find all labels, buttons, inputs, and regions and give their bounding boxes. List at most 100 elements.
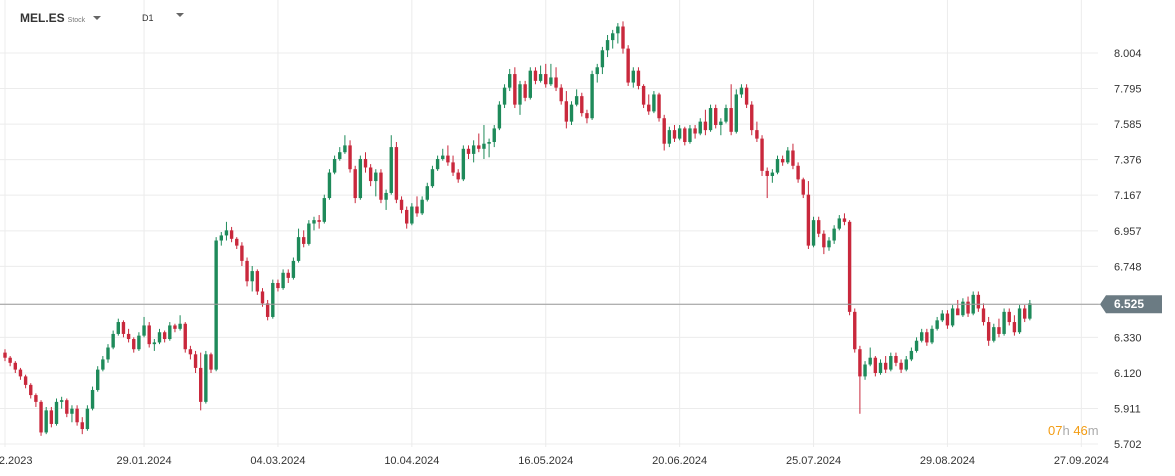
candle (1017, 305, 1022, 334)
candle-countdown: 07h 46m (1048, 423, 1099, 438)
candle (482, 125, 486, 159)
candle (291, 257, 296, 280)
candle (96, 366, 100, 392)
candle-body (312, 220, 316, 224)
countdown-hours-unit: h (1062, 423, 1070, 438)
candle-body (59, 400, 64, 402)
candle (956, 299, 960, 316)
candle (744, 84, 749, 109)
candle-body (162, 332, 167, 340)
candle-body (636, 70, 641, 86)
symbol-selector[interactable]: MEL.ES Stock (20, 11, 102, 25)
candle (441, 148, 445, 161)
candle (188, 345, 193, 360)
candle-body (358, 158, 363, 199)
candle (641, 84, 646, 109)
candle (204, 350, 208, 404)
candle-body (739, 87, 744, 95)
candle-body (786, 150, 790, 163)
candle-body (744, 87, 749, 105)
candle-body (827, 240, 831, 248)
candle (590, 70, 594, 120)
candles (3, 21, 1032, 436)
candle-body (986, 322, 991, 341)
candle (363, 152, 368, 173)
candle-body (765, 170, 769, 176)
candle-body (410, 206, 414, 224)
candle-body (121, 322, 126, 334)
candle-body (204, 354, 208, 402)
candle-body (199, 367, 203, 402)
candle (858, 345, 862, 414)
candle (435, 155, 440, 171)
candle (137, 332, 141, 351)
candle (348, 140, 352, 173)
candle-body (348, 145, 352, 170)
candle (822, 230, 826, 255)
candle-body (307, 223, 311, 244)
candle-body (889, 356, 893, 370)
candle-body (853, 311, 857, 350)
candle-body (54, 401, 59, 424)
candle (49, 406, 54, 428)
candle-body (719, 121, 723, 126)
candle-body (873, 357, 878, 374)
candle-body (1007, 311, 1011, 323)
candle (338, 147, 342, 161)
candle (126, 328, 131, 343)
candle (85, 405, 90, 431)
timeframe-selector[interactable]: D1 (142, 13, 184, 23)
candle (209, 352, 213, 374)
current-price-label: 6.525 (1114, 297, 1144, 311)
candle (477, 133, 481, 153)
y-tick-label: 7.376 (1114, 155, 1142, 167)
candle (538, 65, 543, 83)
chevron-down-icon (93, 16, 102, 20)
candle-body (940, 313, 944, 321)
candle (760, 135, 764, 176)
candle (554, 67, 558, 92)
candle (70, 405, 74, 423)
candle (178, 315, 182, 331)
candle (116, 318, 120, 336)
y-tick-label: 8.004 (1114, 48, 1142, 60)
candle-body (353, 169, 357, 199)
candle-body (183, 323, 187, 350)
candle (935, 316, 939, 331)
candle-body (224, 230, 229, 236)
candle (65, 398, 69, 418)
candle (595, 63, 599, 83)
candle (508, 68, 512, 92)
candle (121, 320, 126, 338)
candle-body (729, 108, 733, 132)
candle (729, 84, 733, 136)
candle (688, 125, 692, 144)
candle (255, 269, 260, 295)
candle (415, 196, 419, 217)
candle-body (1012, 322, 1017, 333)
candle (652, 91, 656, 114)
candle (889, 352, 893, 372)
candle-body (379, 172, 383, 200)
candle-body (981, 308, 986, 323)
candle-body (817, 220, 821, 234)
y-tick-label: 6.748 (1114, 261, 1142, 273)
candle-body (152, 342, 157, 345)
candle (80, 417, 84, 435)
candle (719, 118, 723, 136)
candle-body (600, 50, 605, 68)
candle-body (327, 172, 332, 199)
candle-body (502, 87, 507, 105)
candle (312, 216, 316, 231)
candle-body (1023, 308, 1027, 319)
candle (368, 164, 373, 187)
candle-body (641, 85, 646, 105)
candle (755, 121, 759, 143)
candle-body (65, 400, 69, 414)
candle-body (935, 320, 939, 329)
candle-body (425, 186, 429, 200)
candle-body (858, 349, 862, 377)
candle (636, 67, 641, 90)
y-tick-label: 6.957 (1114, 226, 1142, 238)
